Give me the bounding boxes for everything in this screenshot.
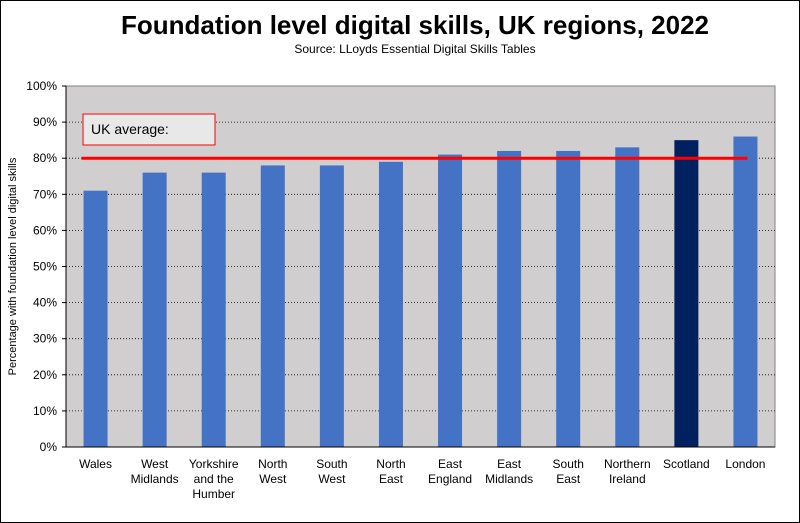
chart-title: Foundation level digital skills, UK regi… <box>120 10 710 40</box>
x-tick-label: North <box>258 457 287 471</box>
x-tick-label: East <box>497 457 522 471</box>
x-tick-label: Scotland <box>663 457 710 471</box>
x-tick-label: West <box>141 457 169 471</box>
bar-north-west <box>260 165 285 448</box>
uk-average-label: UK average: <box>91 121 169 137</box>
y-tick-label: 70% <box>33 187 57 201</box>
y-tick-label: 30% <box>33 332 57 346</box>
y-axis-label: Percentage with foundation level digital… <box>7 157 19 375</box>
uk-average-label-box <box>82 113 216 146</box>
y-tick-label: 100% <box>26 79 57 93</box>
bar-london <box>733 136 758 448</box>
x-tick-label: London <box>725 457 765 471</box>
x-tick-label: Midlands <box>131 472 179 486</box>
y-tick-label: 10% <box>33 404 57 418</box>
bar-yorkshire-and-the-humber <box>201 172 226 447</box>
x-tick-label: West <box>259 472 287 486</box>
x-tick-label: East <box>556 472 581 486</box>
x-tick-label: South <box>553 457 584 471</box>
y-tick-label: 40% <box>33 296 57 310</box>
bar-south-west <box>319 165 344 448</box>
bar-northern-ireland <box>615 147 640 447</box>
x-tick-label: Yorkshire <box>189 457 239 471</box>
x-tick-label: South <box>316 457 347 471</box>
x-tick-label: East <box>379 472 404 486</box>
bar-scotland <box>674 140 699 447</box>
x-tick-label: Humber <box>192 487 235 501</box>
x-tick-label: Midlands <box>485 472 533 486</box>
y-tick-label: 90% <box>33 115 57 129</box>
x-tick-label: Northern <box>604 457 651 471</box>
y-tick-label: 50% <box>33 260 57 274</box>
y-tick-label: 60% <box>33 223 57 237</box>
x-tick-label: East <box>438 457 463 471</box>
x-tick-label: England <box>428 472 472 486</box>
x-tick-label: Ireland <box>609 472 646 486</box>
bar-wales <box>83 190 108 447</box>
y-tick-label: 0% <box>40 440 58 454</box>
bar-west-midlands <box>142 172 167 447</box>
y-tick-label: 80% <box>33 151 57 165</box>
x-tick-label: North <box>376 457 405 471</box>
y-tick-label: 20% <box>33 368 57 382</box>
bar-south-east <box>556 150 581 448</box>
x-tick-label: Wales <box>79 457 112 471</box>
bar-north-east <box>378 161 403 447</box>
chart-subtitle: Source: LLoyds Essential Digital Skills … <box>294 42 536 56</box>
x-tick-label: and the <box>194 472 234 486</box>
bar-east-england <box>438 154 463 447</box>
x-tick-label: West <box>318 472 346 486</box>
bar-east-midlands <box>497 150 522 448</box>
